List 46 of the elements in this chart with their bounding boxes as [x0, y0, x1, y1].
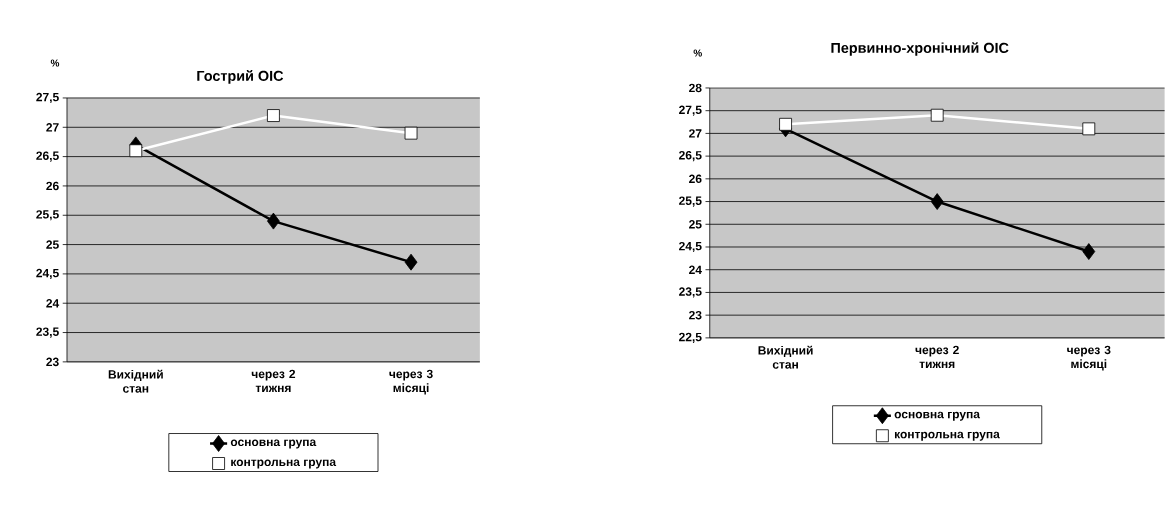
y-tick-label: 24 — [46, 299, 60, 308]
y-axis-title: % — [693, 49, 702, 57]
chart-title: Гострий ОІС — [197, 70, 284, 84]
x-tick-label: через 3 місяці — [1067, 345, 1111, 371]
point — [129, 144, 143, 158]
y-tick-label: 27,5 — [679, 105, 702, 116]
y-tick-label: 26,5 — [36, 151, 59, 162]
legend-label: основна група — [894, 411, 981, 421]
y-tick-label: 27 — [689, 129, 702, 138]
y-tick-label: 26 — [46, 181, 59, 191]
point — [1082, 243, 1096, 261]
x-tick-label: через 2 тижня — [915, 345, 959, 369]
x-tick-label: Вихідний стан — [108, 369, 163, 393]
y-tick-label: 26,5 — [679, 151, 702, 162]
legend-label: основна група — [230, 439, 317, 449]
point — [779, 118, 792, 131]
point — [404, 253, 418, 271]
y-tick-label: 25 — [689, 220, 702, 229]
y-tick-label: 24,5 — [679, 241, 702, 253]
y-tick-label: 27 — [46, 123, 59, 132]
y-tick-label: 25 — [46, 240, 59, 249]
point — [1082, 122, 1096, 136]
x-tick-label: через 2 тижня — [251, 369, 296, 393]
y-tick-label: 23,5 — [36, 327, 59, 338]
point — [930, 108, 944, 122]
y-tick-label: 22,5 — [679, 332, 702, 344]
y-tick-label: 28 — [689, 83, 702, 93]
point — [267, 212, 280, 230]
chart-title: Первинно-хронічний ОІС — [831, 42, 1009, 56]
y-axis-title: % — [50, 59, 60, 67]
legend-label: контрольна група — [894, 431, 1000, 441]
y-tick-label: 25,5 — [36, 210, 59, 221]
point — [930, 193, 944, 211]
y-tick-label: 23 — [689, 311, 702, 320]
y-tick-label: 23,5 — [679, 287, 702, 298]
y-tick-label: 24 — [689, 265, 702, 274]
y-tick-label: 23 — [46, 357, 59, 367]
x-tick-label: Вихідний стан — [758, 345, 813, 369]
y-tick-label: 25,5 — [679, 196, 702, 207]
x-tick-label: через 3 місяці — [389, 369, 433, 395]
point — [267, 109, 280, 123]
y-tick-label: 26 — [689, 174, 702, 184]
point — [404, 126, 418, 140]
y-tick-label: 27,5 — [36, 92, 59, 104]
legend-label: контрольна група — [231, 459, 337, 469]
y-tick-label: 24,5 — [36, 268, 59, 280]
